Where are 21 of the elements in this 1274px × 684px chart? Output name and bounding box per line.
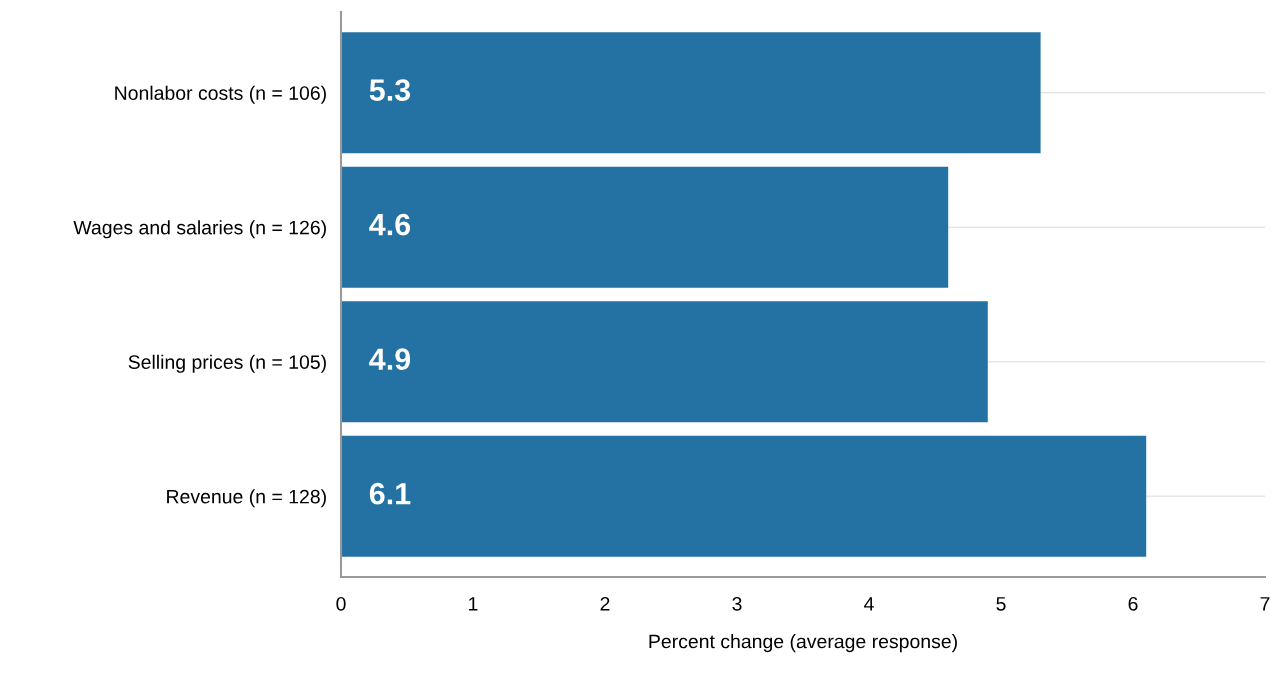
y-tick-label: Nonlabor costs (n = 106) [115,85,326,104]
bar [341,32,1041,154]
x-tick-label: 5 [996,597,1006,611]
x-tick-label: 7 [1260,597,1270,611]
bar [341,301,988,423]
x-tick-label: 3 [732,596,742,611]
data-label: 4.6 [369,213,411,236]
y-tick-label: Revenue (n = 128) [167,489,326,508]
data-label: 5.3 [369,79,411,101]
bar [341,166,949,288]
y-tick-label: Selling prices (n = 105) [128,354,326,373]
x-tick-label: 2 [600,596,610,611]
data-label: 4.9 [369,348,411,370]
x-tick-label: 1 [469,597,478,611]
bar [341,435,1147,557]
y-tick-label: Wages and salaries (n = 126) [73,220,326,239]
data-label: 6.1 [369,482,411,505]
x-axis-title: Percent change (average response) [649,634,957,653]
x-tick-label: 4 [864,597,874,611]
x-tick-label: 6 [1128,596,1138,611]
x-tick-label: 0 [336,596,346,611]
